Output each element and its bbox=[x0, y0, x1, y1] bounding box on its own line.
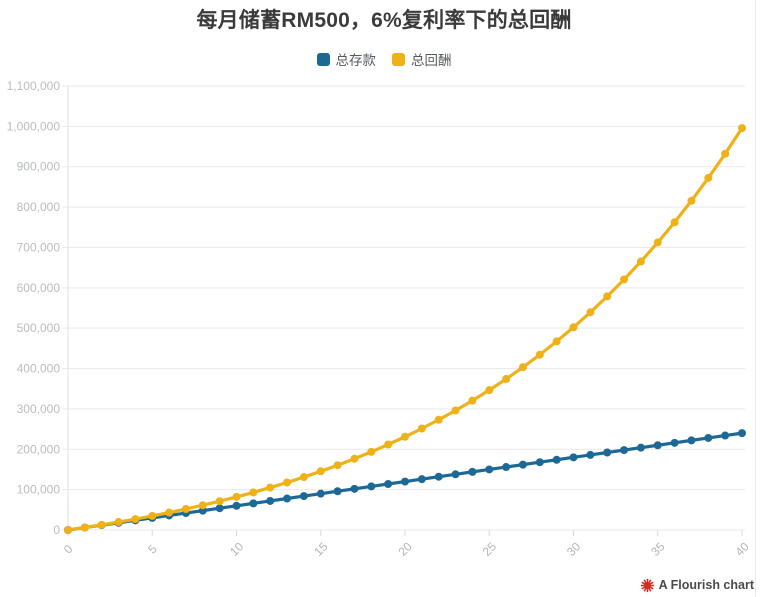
svg-text:40: 40 bbox=[732, 539, 752, 559]
svg-text:600,000: 600,000 bbox=[17, 281, 61, 295]
svg-text:5: 5 bbox=[145, 542, 160, 557]
right-edge-divider bbox=[755, 0, 756, 597]
svg-text:25: 25 bbox=[480, 539, 500, 559]
chart-title: 每月储蓄RM500，6%复利率下的总回酬 bbox=[196, 9, 572, 32]
svg-text:1,100,000: 1,100,000 bbox=[7, 79, 61, 93]
legend-label-deposits: 总存款 bbox=[335, 53, 377, 68]
svg-text:900,000: 900,000 bbox=[17, 160, 61, 174]
svg-text:10: 10 bbox=[227, 539, 247, 559]
svg-text:20: 20 bbox=[395, 539, 415, 559]
svg-text:1,000,000: 1,000,000 bbox=[7, 119, 61, 133]
flourish-credit-label: A Flourish chart bbox=[658, 578, 754, 592]
svg-text:0: 0 bbox=[61, 542, 76, 557]
returns-swatch-icon bbox=[392, 52, 405, 66]
legend-item-deposits[interactable]: 总存款 bbox=[316, 49, 377, 69]
svg-text:30: 30 bbox=[564, 539, 584, 559]
svg-text:500,000: 500,000 bbox=[17, 321, 61, 335]
legend-label-returns: 总回酬 bbox=[411, 53, 452, 68]
svg-text:15: 15 bbox=[311, 539, 331, 559]
svg-text:800,000: 800,000 bbox=[17, 200, 61, 214]
flourish-logo-icon bbox=[640, 578, 654, 592]
svg-text:700,000: 700,000 bbox=[17, 240, 61, 254]
flourish-credit[interactable]: A Flourish chart bbox=[640, 576, 754, 594]
svg-text:200,000: 200,000 bbox=[17, 442, 61, 456]
svg-text:100,000: 100,000 bbox=[17, 483, 61, 497]
svg-text:300,000: 300,000 bbox=[17, 402, 61, 416]
deposits-swatch-icon bbox=[316, 52, 330, 66]
svg-text:400,000: 400,000 bbox=[17, 362, 61, 376]
legend-item-returns[interactable]: 总回酬 bbox=[392, 49, 452, 69]
legend: 总存款 总回酬 bbox=[0, 49, 768, 69]
svg-text:35: 35 bbox=[648, 539, 668, 559]
svg-text:0: 0 bbox=[53, 523, 60, 537]
